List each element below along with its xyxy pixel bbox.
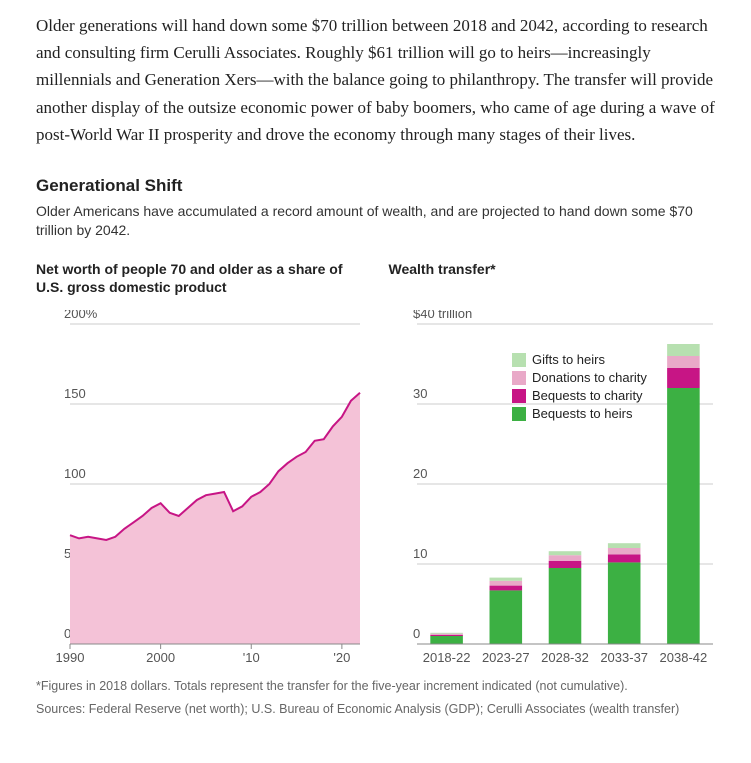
svg-text:'10: '10 <box>243 650 260 665</box>
svg-text:2038-42: 2038-42 <box>659 650 707 665</box>
svg-text:1990: 1990 <box>56 650 85 665</box>
net-worth-area-chart: 050100150200%19902000'10'20 <box>36 310 366 670</box>
footnote-line-2: Sources: Federal Reserve (net worth); U.… <box>36 701 721 718</box>
wealth-transfer-bar-chart: 0 10 20 30 $40 trillion 2018-22 2023-27 2028-32… <box>389 310 719 670</box>
chart-left-title: Net worth of people 70 and older as a sh… <box>36 260 369 296</box>
svg-text:30: 30 <box>413 386 427 401</box>
svg-text:150: 150 <box>64 386 86 401</box>
svg-text:Bequests to charity: Bequests to charity <box>532 388 643 403</box>
svg-text:Donations to charity: Donations to charity <box>532 370 647 385</box>
section-subtitle: Older Americans have accumulated a recor… <box>36 202 721 240</box>
svg-text:2018-22: 2018-22 <box>422 650 470 665</box>
svg-text:0: 0 <box>413 626 420 641</box>
chart-right-title: Wealth transfer* <box>389 260 722 296</box>
svg-text:2033-37: 2033-37 <box>600 650 648 665</box>
svg-text:2023-27: 2023-27 <box>481 650 529 665</box>
svg-text:10: 10 <box>413 546 427 561</box>
footnote-line-1: *Figures in 2018 dollars. Totals represe… <box>36 678 721 695</box>
chart-right-col: Wealth transfer* 0 10 20 30 $40 trillion 2018… <box>389 260 722 670</box>
svg-text:200%: 200% <box>64 310 98 321</box>
section-title: Generational Shift <box>36 176 721 196</box>
svg-text:20: 20 <box>413 466 427 481</box>
svg-text:2000: 2000 <box>146 650 175 665</box>
svg-text:2028-32: 2028-32 <box>541 650 589 665</box>
intro-paragraph: Older generations will hand down some $7… <box>36 12 721 148</box>
chart-left-col: Net worth of people 70 and older as a sh… <box>36 260 369 670</box>
svg-text:100: 100 <box>64 466 86 481</box>
charts-row: Net worth of people 70 and older as a sh… <box>36 260 721 670</box>
svg-text:Bequests to heirs: Bequests to heirs <box>532 406 633 421</box>
svg-text:Gifts to heirs: Gifts to heirs <box>532 352 605 367</box>
svg-text:'20: '20 <box>333 650 350 665</box>
svg-text:$40 trillion: $40 trillion <box>413 310 472 321</box>
